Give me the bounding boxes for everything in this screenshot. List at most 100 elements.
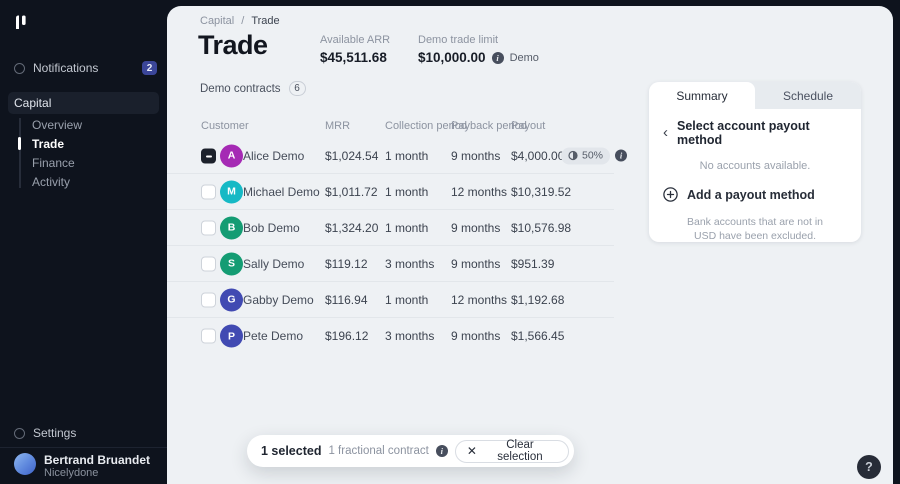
payout-value: $10,319.52 <box>511 184 572 199</box>
sidebar-item-label: Finance <box>32 155 75 170</box>
user-name: Bertrand Bruandet <box>44 453 151 467</box>
usd-exclusion-note: Bank accounts that are not in USD have b… <box>686 216 823 242</box>
sidebar-item-label: Activity <box>32 174 71 189</box>
row-checkbox[interactable] <box>201 184 216 199</box>
avatar: P <box>220 324 243 348</box>
pipe-logo-icon <box>16 15 26 29</box>
row-checkbox[interactable] <box>201 220 216 235</box>
mrr-value: $196.12 <box>325 329 369 343</box>
sidebar: Notifications 2 Capital Overview Trade F… <box>0 0 167 484</box>
info-icon[interactable]: i <box>435 445 448 457</box>
add-payout-method-button[interactable]: Add a payout method <box>663 187 847 202</box>
row-checkbox[interactable] <box>201 328 216 344</box>
customer-name: Bob Demo <box>243 220 300 235</box>
stat-demo-trade-limit: Demo trade limit $10,000.00 i Demo <box>418 34 539 65</box>
avatar: M <box>220 180 243 203</box>
collection-period: 3 months <box>385 256 435 271</box>
avatar: S <box>220 252 243 275</box>
fractional-contract-detail: 1 fractional contract <box>328 445 429 457</box>
main-panel: Capital / Trade Trade Available ARR $45,… <box>167 6 893 484</box>
info-icon[interactable]: i <box>491 51 504 64</box>
plus-circle-icon <box>663 187 678 202</box>
fraction-label: 50% <box>582 149 604 162</box>
no-accounts-text: No accounts available. <box>699 160 811 172</box>
avatar: B <box>220 216 243 239</box>
contracts-table: Customer MRR Collection period Payback p… <box>167 114 628 354</box>
table-header-row: Customer MRR Collection period Payback p… <box>167 114 614 138</box>
sidebar-item-activity[interactable]: Activity <box>0 172 167 191</box>
sidebar-item-trade[interactable]: Trade <box>0 134 167 153</box>
demo-contracts-label: Demo contracts <box>200 82 281 95</box>
help-button[interactable]: ? <box>857 455 881 479</box>
table-row: P Pete Demo $196.12 3 months 9 months $1… <box>167 318 614 354</box>
row-checkbox[interactable] <box>201 256 216 271</box>
settings-label: Settings <box>33 426 77 440</box>
payout-value: $951.39 <box>511 256 555 271</box>
table-row: S Sally Demo $119.12 3 months 9 months $… <box>167 246 614 282</box>
tab-summary[interactable]: Summary <box>649 82 755 109</box>
clear-selection-button[interactable]: ✕ Clear selection <box>454 439 569 463</box>
payback-period: 12 months <box>451 292 508 307</box>
column-header-mrr: MRR <box>325 120 351 132</box>
customer-name: Pete Demo <box>243 329 304 343</box>
stat-value: $45,511.68 <box>320 50 387 65</box>
breadcrumb-parent[interactable]: Capital <box>200 15 235 27</box>
collection-period: 1 month <box>385 292 429 307</box>
column-header-payout: Payout <box>511 120 546 132</box>
customer-name: Michael Demo <box>243 184 320 199</box>
mrr-value: $116.94 <box>325 292 368 307</box>
tab-schedule[interactable]: Schedule <box>782 88 834 103</box>
capital-subnav: Overview Trade Finance Activity <box>0 115 167 191</box>
payback-period: 9 months <box>451 148 501 163</box>
payout-value: $10,576.98 <box>511 220 572 235</box>
user-avatar <box>14 453 36 475</box>
payback-period: 12 months <box>451 184 508 199</box>
row-checkbox[interactable] <box>201 292 216 307</box>
stat-available-arr: Available ARR $45,511.68 <box>320 34 390 65</box>
stat-label: Available ARR <box>320 34 391 46</box>
notifications-label: Notifications <box>33 61 99 75</box>
payout-value: $4,000.00 <box>511 148 565 163</box>
selected-count: 1 selected <box>261 444 322 458</box>
collection-period: 1 month <box>385 184 429 199</box>
close-icon: ✕ <box>466 444 477 458</box>
breadcrumb: Capital / Trade <box>200 15 280 27</box>
collection-period: 1 month <box>385 148 429 163</box>
row-checkbox[interactable] <box>201 148 216 163</box>
column-header-payback: Payback period <box>451 120 527 132</box>
payout-value: $1,566.45 <box>511 329 565 343</box>
breadcrumb-separator: / <box>241 15 245 27</box>
page-title: Trade <box>198 30 268 60</box>
user-menu[interactable]: Bertrand Bruandet Nicelydone <box>14 453 161 480</box>
table-row: B Bob Demo $1,324.20 1 month 9 months $1… <box>167 210 614 246</box>
stat-label: Demo trade limit <box>418 34 499 46</box>
sidebar-item-label: Trade <box>32 136 65 151</box>
collection-period: 1 month <box>385 220 429 235</box>
selection-bar: 1 selected 1 fractional contract i ✕ Cle… <box>247 435 574 467</box>
stat-value: $10,000.00 <box>418 50 486 65</box>
sidebar-item-notifications[interactable]: Notifications 2 <box>14 61 157 75</box>
breadcrumb-current: Trade <box>251 15 280 27</box>
table-row: A Alice Demo $1,024.54 1 month 9 months … <box>167 138 628 174</box>
add-payout-method-label: Add a payout method <box>687 187 815 202</box>
customer-name: Sally Demo <box>243 256 305 271</box>
table-row: G Gabby Demo $116.94 1 month 12 months $… <box>167 282 614 318</box>
notifications-badge: 2 <box>142 61 157 75</box>
clear-selection-label: Clear selection <box>497 439 543 463</box>
demo-contracts-count-badge: 6 <box>288 81 306 96</box>
demo-tag: Demo <box>509 51 539 64</box>
customer-name: Alice Demo <box>243 148 305 163</box>
notifications-icon <box>14 62 25 74</box>
sidebar-section-capital[interactable]: Capital <box>8 92 159 114</box>
sidebar-item-finance[interactable]: Finance <box>0 153 167 172</box>
sidebar-section-label: Capital <box>14 96 52 110</box>
payback-period: 9 months <box>451 256 501 271</box>
info-icon[interactable]: i <box>615 149 628 162</box>
card-tabs: Summary Schedule <box>649 82 861 109</box>
chevron-left-icon[interactable]: ‹ <box>663 124 668 141</box>
demo-contracts-header: Demo contracts 6 <box>200 81 306 96</box>
payout-method-heading: Select account payout method <box>677 119 810 147</box>
sidebar-item-settings[interactable]: Settings <box>14 426 157 440</box>
sidebar-item-overview[interactable]: Overview <box>0 115 167 134</box>
mrr-value: $1,324.20 <box>325 220 379 235</box>
